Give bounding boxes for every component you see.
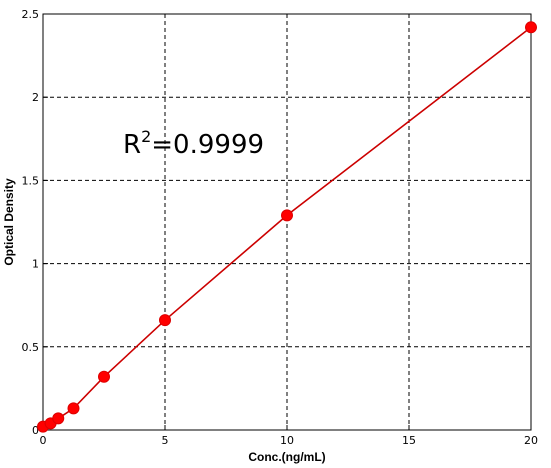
data-series xyxy=(37,21,537,433)
r-squared-prefix: R xyxy=(123,130,141,160)
grid xyxy=(43,14,531,430)
y-axis-label: Optical Density xyxy=(2,178,16,266)
y-tick-label: 2.5 xyxy=(22,8,40,21)
data-point xyxy=(52,412,65,425)
y-tick-label: 0.5 xyxy=(22,341,40,354)
y-tick-label: 1 xyxy=(32,258,39,271)
x-tick-label: 10 xyxy=(280,434,294,447)
data-point xyxy=(525,21,537,34)
x-axis-label: Conc.(ng/mL) xyxy=(248,450,325,464)
x-tick-label: 20 xyxy=(524,434,538,447)
axis-ticks: 0 5 10 15 20 0 0.5 1 1.5 2 2.5 xyxy=(22,8,539,447)
x-tick-label: 0 xyxy=(40,434,47,447)
r-squared-annotation: R2=0.9999 xyxy=(123,127,264,160)
data-point xyxy=(281,209,293,222)
y-tick-label: 0 xyxy=(32,424,39,437)
data-point xyxy=(98,370,110,383)
x-tick-label: 15 xyxy=(402,434,416,447)
y-tick-label: 1.5 xyxy=(22,174,40,187)
data-point xyxy=(67,402,80,415)
data-point xyxy=(159,314,171,327)
r-squared-superscript: 2 xyxy=(141,127,151,146)
y-tick-label: 2 xyxy=(32,91,39,104)
x-tick-label: 5 xyxy=(162,434,169,447)
r-squared-value: =0.9999 xyxy=(151,130,264,160)
